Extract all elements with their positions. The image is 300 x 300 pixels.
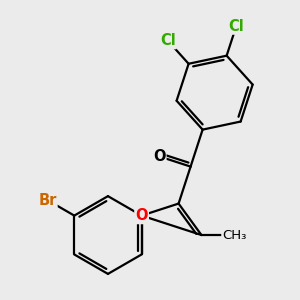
Text: Cl: Cl <box>228 19 244 34</box>
Text: O: O <box>153 149 165 164</box>
Text: CH₃: CH₃ <box>222 229 247 242</box>
Text: O: O <box>135 208 148 223</box>
Text: Br: Br <box>38 193 56 208</box>
Text: Cl: Cl <box>160 33 176 48</box>
